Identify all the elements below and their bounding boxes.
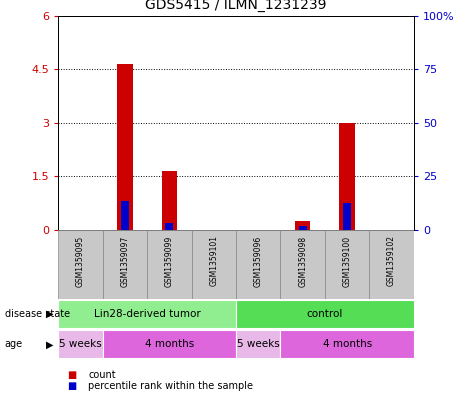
Text: GSM1359102: GSM1359102 — [387, 235, 396, 286]
Bar — [299, 226, 307, 230]
Bar — [280, 230, 325, 299]
Bar — [103, 230, 147, 299]
Bar — [117, 64, 133, 230]
Text: ■: ■ — [67, 381, 77, 391]
Text: 5 weeks: 5 weeks — [59, 339, 102, 349]
Text: 5 weeks: 5 weeks — [237, 339, 279, 349]
Bar — [192, 230, 236, 299]
Text: GSM1359099: GSM1359099 — [165, 235, 174, 286]
Bar — [147, 230, 192, 299]
Bar — [236, 300, 414, 328]
Bar — [236, 330, 280, 358]
Bar — [280, 330, 414, 358]
Title: GDS5415 / ILMN_1231239: GDS5415 / ILMN_1231239 — [145, 0, 327, 12]
Text: count: count — [88, 369, 116, 380]
Text: GSM1359097: GSM1359097 — [120, 235, 129, 286]
Text: GSM1359096: GSM1359096 — [254, 235, 263, 286]
Text: ▶: ▶ — [46, 339, 53, 349]
Bar — [58, 300, 236, 328]
Text: 4 months: 4 months — [323, 339, 372, 349]
Bar — [121, 201, 129, 230]
Bar — [343, 203, 351, 230]
Text: GSM1359100: GSM1359100 — [343, 235, 352, 286]
Text: ■: ■ — [67, 369, 77, 380]
Text: age: age — [5, 339, 23, 349]
Text: Lin28-derived tumor: Lin28-derived tumor — [93, 309, 200, 319]
Text: percentile rank within the sample: percentile rank within the sample — [88, 381, 253, 391]
Bar — [58, 330, 103, 358]
Bar — [369, 230, 414, 299]
Text: GSM1359101: GSM1359101 — [209, 235, 218, 286]
Bar — [236, 230, 280, 299]
Bar — [161, 171, 177, 230]
Text: control: control — [307, 309, 343, 319]
Bar — [295, 221, 311, 230]
Text: GSM1359098: GSM1359098 — [298, 235, 307, 286]
Bar — [325, 230, 369, 299]
Bar — [165, 223, 173, 230]
Text: 4 months: 4 months — [145, 339, 194, 349]
Text: ▶: ▶ — [46, 309, 53, 319]
Bar — [58, 230, 103, 299]
Bar — [103, 330, 236, 358]
Bar — [339, 123, 355, 230]
Text: GSM1359095: GSM1359095 — [76, 235, 85, 286]
Text: disease state: disease state — [5, 309, 70, 319]
